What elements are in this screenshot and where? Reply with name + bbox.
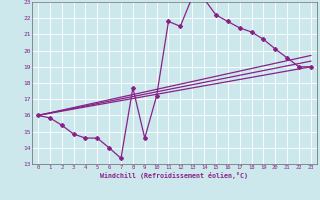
X-axis label: Windchill (Refroidissement éolien,°C): Windchill (Refroidissement éolien,°C) xyxy=(100,172,248,179)
